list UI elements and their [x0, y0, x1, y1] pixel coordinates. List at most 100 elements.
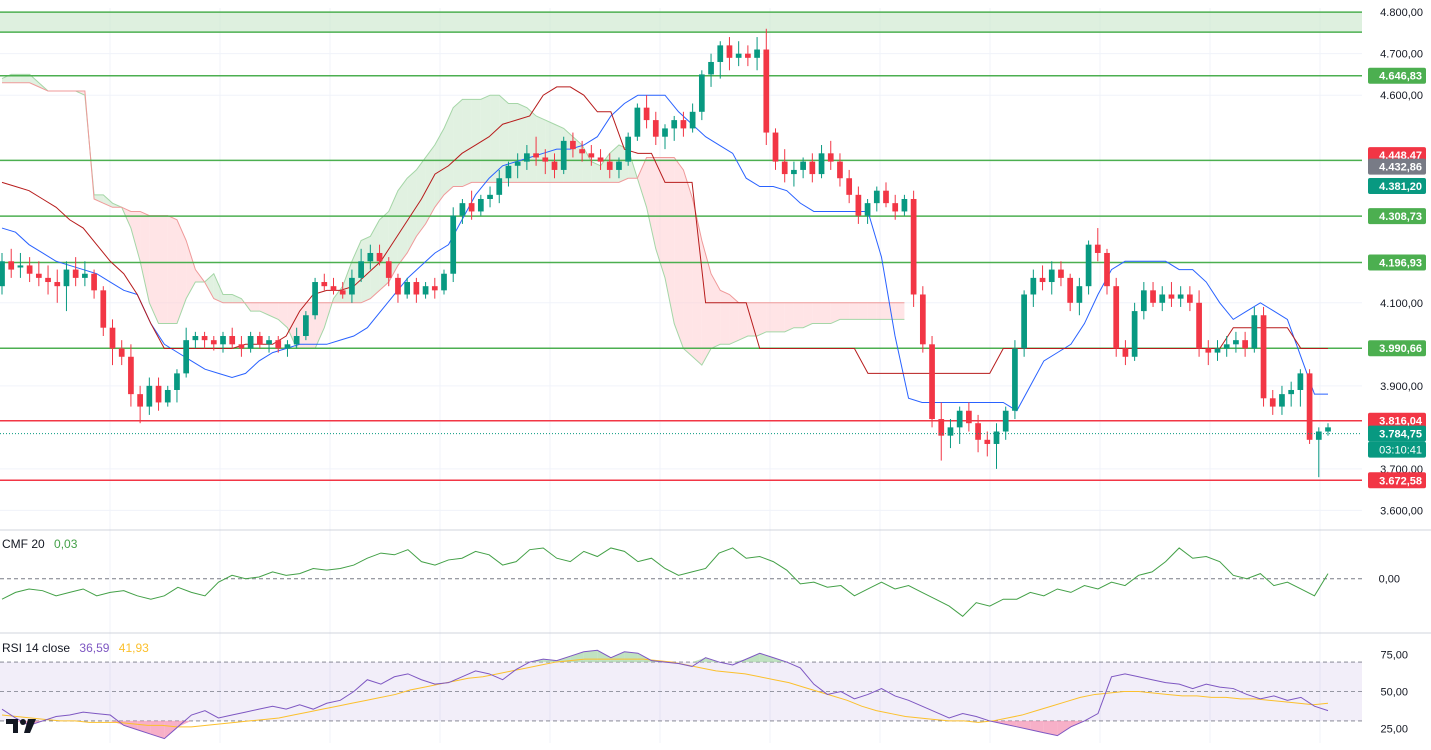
- candle-body: [1325, 427, 1331, 432]
- cloud-span-a: [1, 73, 905, 366]
- candle-body: [146, 385, 153, 407]
- candle: [220, 331, 226, 353]
- cloud-segment: [609, 145, 619, 183]
- candle: [459, 198, 466, 224]
- candle: [708, 53, 714, 87]
- cloud-segment: [176, 219, 187, 324]
- support-level-tag-text: 4.196,93: [1379, 258, 1422, 270]
- candle: [1002, 406, 1009, 440]
- cmf-name: CMF 20: [2, 537, 45, 551]
- candle: [579, 140, 585, 162]
- support-level-tag: 4.646,83: [1368, 67, 1426, 84]
- candle-body: [643, 107, 650, 121]
- candle: [293, 327, 300, 349]
- candle-body: [339, 290, 346, 295]
- support-level-tag-bg: [1368, 208, 1426, 225]
- cloud-segment: [637, 157, 647, 208]
- candle: [1205, 340, 1212, 366]
- resistance-level-tag-bg: [1368, 472, 1426, 489]
- cloud-segment: [747, 302, 758, 337]
- candle-body: [422, 286, 429, 295]
- cloud-segment: [692, 198, 702, 366]
- candle-body: [864, 203, 871, 216]
- candle: [1094, 228, 1101, 262]
- cloud-segment: [517, 103, 527, 183]
- cloud-segment: [250, 302, 260, 312]
- candle-body: [1306, 373, 1313, 440]
- candle: [321, 273, 328, 291]
- price-tag: 4.432,86: [1368, 158, 1426, 175]
- candle-body: [938, 419, 945, 436]
- candle-body: [155, 385, 162, 403]
- cloud-segment: [453, 99, 463, 187]
- cloud-segment: [167, 215, 177, 324]
- candle-body: [947, 427, 954, 436]
- candle-body: [993, 431, 1000, 444]
- candle: [477, 194, 484, 216]
- cloud-segment: [278, 302, 288, 328]
- candle: [164, 385, 171, 407]
- candle: [1233, 331, 1239, 353]
- candle: [128, 344, 134, 407]
- candle: [855, 186, 862, 224]
- cloud-segment: [103, 194, 113, 208]
- cmf-tick-label: 0,00: [1379, 574, 1400, 586]
- rsi-tick-label: 25,00: [1380, 723, 1408, 735]
- candle-body: [330, 286, 337, 291]
- candle-body: [247, 336, 254, 349]
- candle-body: [717, 45, 724, 62]
- candle: [551, 153, 558, 179]
- rsi-overbought-fill: [732, 659, 747, 663]
- candle-body: [496, 178, 503, 195]
- cloud-segment: [895, 302, 905, 320]
- current-price-tag: 3.784,75: [1368, 425, 1426, 442]
- candle: [1039, 265, 1046, 291]
- candle-body: [385, 261, 392, 278]
- candle-body: [1012, 348, 1018, 411]
- candle-body: [174, 373, 180, 390]
- cloud-segment: [757, 302, 767, 337]
- candle: [17, 252, 24, 278]
- candle-body: [1067, 277, 1074, 303]
- price-tick-label: 3.600,00: [1380, 505, 1423, 517]
- candle-body: [376, 252, 383, 262]
- candle: [864, 198, 871, 224]
- tradingview-logo-icon[interactable]: [4, 716, 38, 736]
- candle: [837, 153, 843, 187]
- candle: [82, 261, 88, 287]
- countdown-tag: 03:10:41: [1368, 441, 1426, 458]
- candle: [652, 111, 659, 146]
- candle-body: [533, 153, 539, 158]
- candle-body: [8, 261, 15, 270]
- candle-body: [1196, 302, 1202, 349]
- price-tag-bg: [1368, 178, 1426, 195]
- rsi-oversold-fill: [1043, 720, 1058, 736]
- candle: [45, 265, 51, 295]
- candle-body: [1140, 290, 1147, 312]
- candle-body: [450, 215, 457, 274]
- candle: [929, 336, 935, 428]
- candle-body: [45, 277, 51, 283]
- candle-body: [781, 161, 788, 175]
- candle: [174, 369, 180, 403]
- cloud-segment: [738, 302, 748, 341]
- current-price-tag-text: 3.784,75: [1379, 429, 1422, 441]
- candle: [63, 261, 70, 312]
- rsi-oversold-fill: [1030, 720, 1044, 733]
- candle-body: [1279, 394, 1285, 407]
- candle-body: [1269, 398, 1276, 407]
- candle-body: [413, 282, 420, 295]
- cloud-segment: [793, 302, 804, 328]
- candle-body: [910, 198, 917, 295]
- cloud-segment: [766, 302, 776, 332]
- candle: [256, 331, 263, 349]
- candle: [947, 419, 954, 449]
- candle-body: [358, 261, 364, 278]
- candle-body: [1168, 294, 1175, 299]
- cloud-segment: [130, 211, 141, 262]
- cloud-segment: [416, 157, 426, 237]
- candle: [892, 194, 899, 220]
- candle: [754, 37, 760, 71]
- candle: [330, 277, 337, 295]
